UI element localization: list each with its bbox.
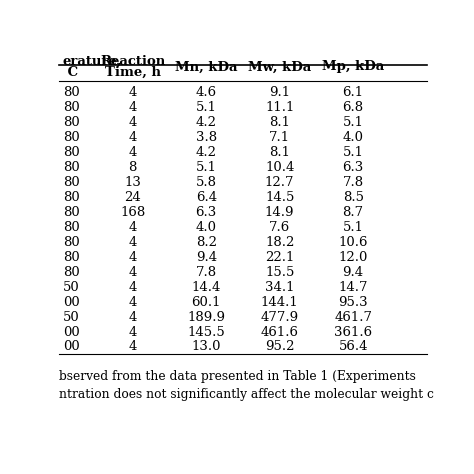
Text: 4: 4 [128,310,137,324]
Text: 361.6: 361.6 [334,326,372,338]
Text: 80: 80 [63,265,80,279]
Text: 80: 80 [63,116,80,129]
Text: 4: 4 [128,146,137,159]
Text: 7.6: 7.6 [269,221,290,234]
Text: erature,: erature, [63,55,122,68]
Text: 9.4: 9.4 [343,265,364,279]
Text: 80: 80 [63,221,80,234]
Text: 8.2: 8.2 [196,236,217,249]
Text: 14.5: 14.5 [265,191,294,204]
Text: 80: 80 [63,101,80,114]
Text: 4: 4 [128,326,137,338]
Text: 95.2: 95.2 [265,340,294,354]
Text: 7.8: 7.8 [196,265,217,279]
Text: 8.1: 8.1 [269,146,290,159]
Text: 80: 80 [63,236,80,249]
Text: Mn, kDa: Mn, kDa [175,60,237,73]
Text: 80: 80 [63,161,80,174]
Text: 14.7: 14.7 [338,281,368,293]
Text: 8: 8 [128,161,137,174]
Text: 8.1: 8.1 [269,116,290,129]
Text: 4: 4 [128,86,137,99]
Text: 4.2: 4.2 [196,146,217,159]
Text: 4: 4 [128,265,137,279]
Text: 5.1: 5.1 [343,116,364,129]
Text: 4: 4 [128,101,137,114]
Text: Reaction: Reaction [100,55,165,68]
Text: 6.3: 6.3 [343,161,364,174]
Text: 15.5: 15.5 [265,265,294,279]
Text: 8.7: 8.7 [343,206,364,219]
Text: 9.4: 9.4 [196,251,217,264]
Text: 18.2: 18.2 [265,236,294,249]
Text: 13: 13 [124,176,141,189]
Text: 80: 80 [63,191,80,204]
Text: 145.5: 145.5 [187,326,225,338]
Text: 4.0: 4.0 [343,131,364,144]
Text: 6.1: 6.1 [343,86,364,99]
Text: 00: 00 [63,326,80,338]
Text: 4: 4 [128,251,137,264]
Text: 144.1: 144.1 [261,296,299,309]
Text: 80: 80 [63,86,80,99]
Text: 5.1: 5.1 [343,221,364,234]
Text: 4.2: 4.2 [196,116,217,129]
Text: 10.6: 10.6 [338,236,368,249]
Text: 10.4: 10.4 [265,161,294,174]
Text: 4.0: 4.0 [196,221,217,234]
Text: 34.1: 34.1 [265,281,294,293]
Text: 5.1: 5.1 [196,161,217,174]
Text: Mp, kDa: Mp, kDa [322,60,384,73]
Text: 80: 80 [63,146,80,159]
Text: 80: 80 [63,176,80,189]
Text: 168: 168 [120,206,146,219]
Text: Mw, kDa: Mw, kDa [248,60,311,73]
Text: 4: 4 [128,340,137,354]
Text: 12.7: 12.7 [265,176,294,189]
Text: 477.9: 477.9 [261,310,299,324]
Text: 5.1: 5.1 [196,101,217,114]
Text: 461.6: 461.6 [261,326,299,338]
Text: 95.3: 95.3 [338,296,368,309]
Text: 7.8: 7.8 [343,176,364,189]
Text: 3.8: 3.8 [196,131,217,144]
Text: 4: 4 [128,221,137,234]
Text: 4: 4 [128,116,137,129]
Text: 5.8: 5.8 [196,176,217,189]
Text: 50: 50 [63,310,80,324]
Text: 4: 4 [128,131,137,144]
Text: Time, h: Time, h [105,66,161,79]
Text: 00: 00 [63,296,80,309]
Text: 9.1: 9.1 [269,86,290,99]
Text: 4.6: 4.6 [196,86,217,99]
Text: 189.9: 189.9 [187,310,225,324]
Text: 13.0: 13.0 [191,340,221,354]
Text: 7.1: 7.1 [269,131,290,144]
Text: 60.1: 60.1 [191,296,221,309]
Text: 22.1: 22.1 [265,251,294,264]
Text: 11.1: 11.1 [265,101,294,114]
Text: bserved from the data presented in Table 1 (Experiments: bserved from the data presented in Table… [59,370,416,383]
Text: 4: 4 [128,236,137,249]
Text: 4: 4 [128,281,137,293]
Text: 56.4: 56.4 [338,340,368,354]
Text: 80: 80 [63,251,80,264]
Text: 6.8: 6.8 [343,101,364,114]
Text: 8.5: 8.5 [343,191,364,204]
Text: 80: 80 [63,131,80,144]
Text: ntration does not significantly affect the molecular weight c: ntration does not significantly affect t… [59,388,434,401]
Text: 12.0: 12.0 [338,251,368,264]
Text: 50: 50 [63,281,80,293]
Text: 6.4: 6.4 [196,191,217,204]
Text: 00: 00 [63,340,80,354]
Text: C: C [63,66,78,79]
Text: 6.3: 6.3 [196,206,217,219]
Text: 5.1: 5.1 [343,146,364,159]
Text: 461.7: 461.7 [334,310,372,324]
Text: 14.4: 14.4 [191,281,221,293]
Text: 80: 80 [63,206,80,219]
Text: 14.9: 14.9 [265,206,294,219]
Text: 24: 24 [124,191,141,204]
Text: 4: 4 [128,296,137,309]
